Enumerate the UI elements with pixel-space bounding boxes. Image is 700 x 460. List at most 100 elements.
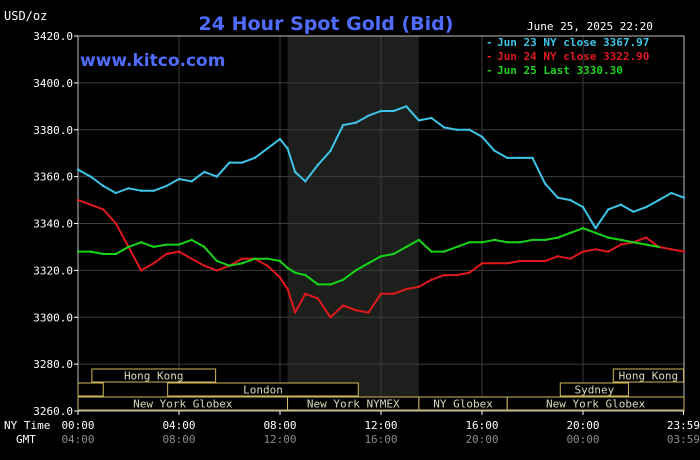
series-1-point — [518, 156, 522, 160]
series-1-point — [89, 175, 92, 178]
series-3-point — [203, 245, 206, 249]
series-3-point — [581, 226, 585, 230]
series-1-point — [228, 161, 231, 164]
series-1-point — [293, 170, 297, 174]
series-2-point — [506, 262, 509, 265]
series-1-point — [607, 208, 610, 211]
series-2-point — [531, 259, 534, 263]
series-2-point — [316, 297, 320, 300]
x-tick-label-ny: 20:00 — [566, 419, 599, 432]
series-3-point — [253, 257, 256, 260]
series-1-point — [493, 149, 496, 153]
series-1-point — [594, 226, 597, 230]
series-3-point — [569, 231, 572, 235]
series-1-point — [354, 121, 357, 124]
series-2-point — [240, 257, 244, 260]
y-tick-label: 3360.0 — [33, 171, 73, 184]
series-2-point — [455, 273, 458, 277]
series-2-point — [581, 250, 585, 253]
session-box — [559, 382, 629, 397]
series-3-point — [518, 241, 522, 244]
series-2-point — [304, 292, 307, 296]
series-3-point — [619, 238, 623, 242]
series-1-point — [329, 149, 332, 153]
series-2-point — [392, 292, 395, 296]
series-1-point — [165, 184, 168, 188]
y-tick-label: 3380.0 — [33, 124, 73, 137]
series-2-point — [76, 198, 80, 202]
tick-layer: 3420.0 3400.0 3380.0 3360.0 3340.0 3320.0 3300… — [33, 30, 700, 446]
series-3-point — [480, 241, 484, 244]
series-2-point — [215, 269, 219, 272]
series-1-point — [556, 196, 559, 199]
source-watermark: www.kitco.com — [80, 51, 225, 71]
session-label: Hong Kong — [124, 370, 184, 383]
y-tick-label: 3300.0 — [33, 311, 73, 324]
series-2-point — [670, 248, 673, 251]
series-3-point — [392, 252, 395, 256]
series-1-point — [405, 105, 408, 108]
series-1-point — [203, 170, 206, 174]
series-3-point — [379, 255, 383, 258]
series-1-point — [619, 203, 623, 206]
x-tick-label-ny: 04:00 — [162, 419, 195, 432]
series-3-point — [286, 266, 289, 270]
series-2-point — [405, 287, 408, 291]
x-axis-ny-label: NY Time — [4, 419, 50, 432]
series-2-point — [379, 292, 383, 296]
series-1-point — [379, 109, 383, 113]
series-3-point — [228, 264, 231, 267]
x-tick-label-gmt: 03:59 — [667, 433, 700, 446]
series-1-point — [480, 135, 484, 138]
series-3-point — [177, 243, 181, 246]
series-3-point — [632, 241, 635, 244]
legend-marker: - — [486, 36, 493, 49]
series-1-point — [127, 187, 130, 190]
series-1-point — [266, 147, 269, 150]
series-2-point — [165, 252, 168, 256]
series-2-point — [354, 309, 357, 312]
series-2-point — [493, 262, 496, 265]
series-1-point — [278, 137, 282, 141]
timestamp: June 25, 2025 22:20 — [527, 20, 653, 33]
series-3-point — [430, 250, 433, 253]
series-1-point — [215, 175, 219, 178]
session-label: New York Globex — [133, 398, 233, 411]
session-label: Hong Kong — [619, 370, 679, 383]
series-3-point — [139, 241, 143, 244]
series-2-point — [203, 264, 206, 267]
x-axis-gmt-label: GMT — [16, 433, 36, 446]
series-1-point — [76, 168, 80, 171]
series-2-point — [417, 285, 421, 288]
series-3-point — [657, 245, 660, 249]
series-1-point — [316, 163, 320, 167]
series-1-point — [417, 119, 421, 122]
session-label: New York Globex — [546, 398, 646, 411]
legend-entry: Jun 24 NY close 3322.90 — [497, 50, 649, 63]
series-3-point — [304, 273, 307, 277]
y-tick-label: 3400.0 — [33, 77, 73, 90]
series-1-point — [543, 182, 547, 185]
y-tick-label: 3320.0 — [33, 264, 73, 277]
series-1-point — [442, 126, 446, 129]
series-3-point — [354, 269, 357, 272]
session-box — [77, 382, 104, 397]
series-3-point — [442, 250, 446, 253]
series-1-point — [644, 205, 648, 209]
series-1-point — [531, 156, 534, 160]
series-3-point — [240, 262, 244, 265]
series-1-point — [392, 109, 395, 113]
series-1-point — [632, 210, 635, 213]
series-3-point — [316, 283, 320, 286]
legend: - Jun 23 NY close 3367.97- Jun 24 NY close… — [486, 36, 649, 77]
series-1-point — [102, 184, 105, 188]
series-3-point — [89, 250, 92, 253]
series-line-2 — [77, 199, 685, 319]
series-2-point — [607, 250, 610, 253]
x-tick-label-gmt: 04:00 — [61, 433, 94, 446]
series-1-point — [657, 198, 660, 202]
series-3-point — [341, 278, 345, 281]
series-3-point — [278, 259, 282, 263]
series-3-point — [468, 241, 471, 244]
series-2-point — [278, 276, 282, 279]
